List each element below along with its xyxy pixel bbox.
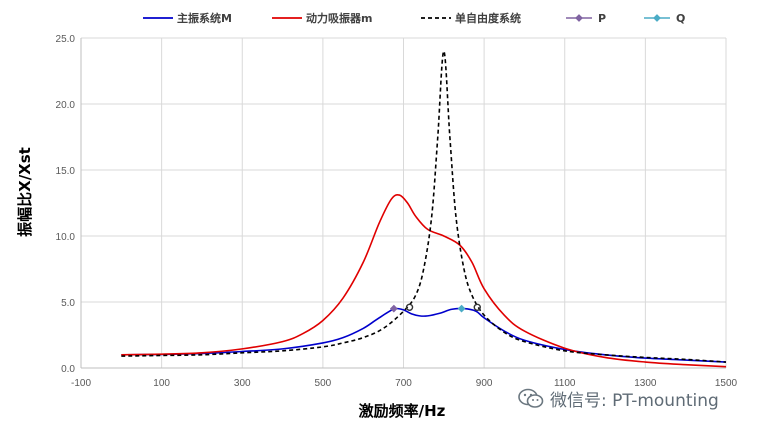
y-tick-label: 25.0 xyxy=(56,34,76,45)
series-3-marker xyxy=(389,304,398,313)
y-axis-title: 振幅比X/Xst xyxy=(16,147,34,237)
x-tick-label: 100 xyxy=(153,378,170,389)
y-tick-label: 10.0 xyxy=(56,232,76,243)
legend-marker xyxy=(653,14,661,22)
x-tick-label: 1500 xyxy=(715,378,738,389)
series-layer xyxy=(121,50,727,368)
legend-item-2: 单自由度系统 xyxy=(421,11,521,25)
legend: 主振系统M 动力吸振器m 单自由度系统 P Q xyxy=(143,11,685,25)
x-tick-label: 300 xyxy=(234,378,251,389)
watermark: 微信号: PT-mounting xyxy=(518,386,719,411)
y-tick-label: 5.0 xyxy=(61,298,75,309)
x-axis-title: 激励频率/Hz xyxy=(359,402,446,420)
legend-label: 单自由度系统 xyxy=(455,11,521,25)
legend-marker xyxy=(575,14,583,22)
x-tick-label: -100 xyxy=(71,378,91,389)
watermark-text: 微信号: PT-mounting xyxy=(550,391,719,411)
legend-item-4: Q xyxy=(644,12,685,25)
axes: -100 100 300 500 700 900 1100 1300 1500 0.0 5.0 10.… xyxy=(56,34,738,389)
legend-label: Q xyxy=(676,12,685,25)
y-tick-label: 0.0 xyxy=(61,364,75,375)
y-tick-label: 15.0 xyxy=(56,166,76,177)
x-tick-label: 1300 xyxy=(634,378,657,389)
wechat-icon xyxy=(518,388,544,408)
legend-label: 主振系统M xyxy=(177,11,232,25)
grid xyxy=(80,37,727,369)
x-tick-label: 700 xyxy=(395,378,412,389)
x-tick-label: 500 xyxy=(315,378,332,389)
intersection-marker xyxy=(405,303,414,311)
legend-item-1: 动力吸振器m xyxy=(272,11,372,25)
legend-label: P xyxy=(598,12,606,25)
series-1-line xyxy=(121,193,727,368)
series-4-marker xyxy=(457,304,466,313)
series-0-line xyxy=(121,307,727,363)
legend-item-3: P xyxy=(566,12,606,25)
y-tick-label: 20.0 xyxy=(56,100,76,111)
legend-label: 动力吸振器m xyxy=(306,11,372,25)
legend-item-0: 主振系统M xyxy=(143,11,232,25)
x-tick-label: 1100 xyxy=(554,378,576,389)
x-tick-label: 900 xyxy=(476,378,493,389)
intersection-marker xyxy=(473,303,481,311)
